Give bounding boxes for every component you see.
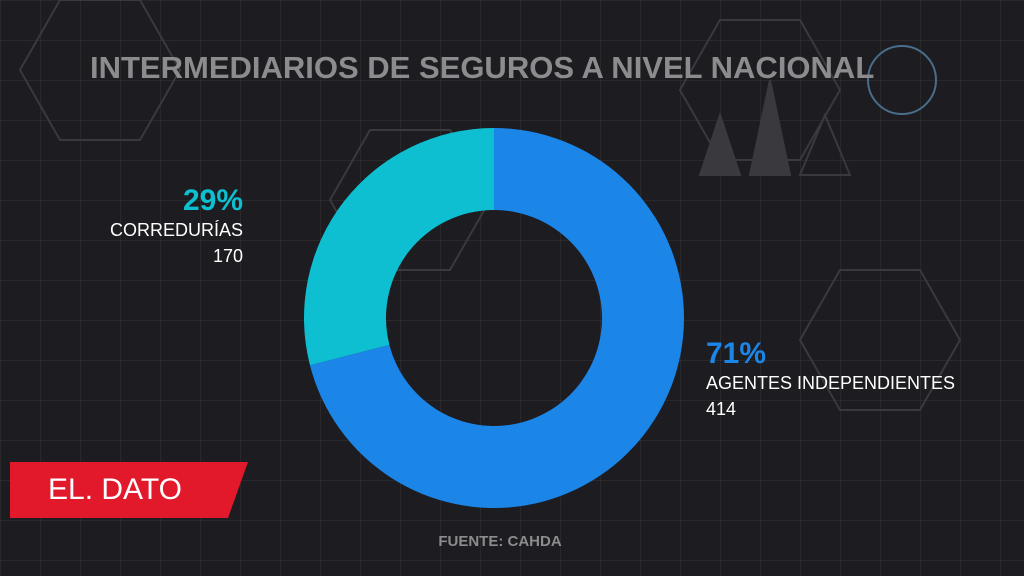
chart-title: INTERMEDIARIOS DE SEGUROS A NIVEL NACION… xyxy=(90,50,874,85)
brand: EL. DATO xyxy=(48,473,182,506)
category-label: CORREDURÍAS xyxy=(110,220,243,240)
category-label: AGENTES INDEPENDIENTES xyxy=(706,373,955,393)
count-label: 414 xyxy=(706,399,736,419)
percent-label: 71% xyxy=(706,337,766,370)
donut-slice xyxy=(304,128,494,366)
source: FUENTE: CAHDA xyxy=(438,533,561,550)
donut-slice xyxy=(309,128,684,509)
count-label: 170 xyxy=(213,246,243,266)
brand-badge xyxy=(10,462,248,518)
percent-label: 29% xyxy=(183,184,243,217)
